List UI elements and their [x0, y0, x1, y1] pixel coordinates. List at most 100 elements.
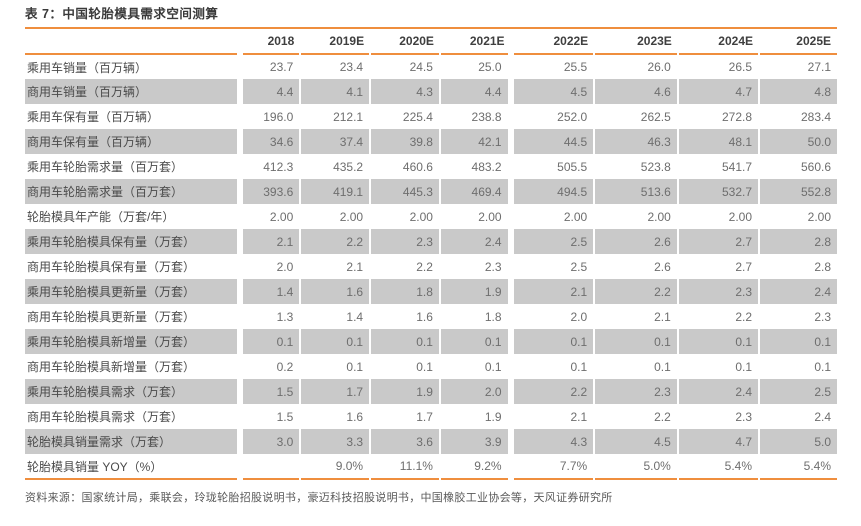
table-cell: 2.2	[676, 304, 759, 329]
table-cell: 2.4	[758, 404, 837, 429]
table-cell: 24.5	[369, 54, 440, 79]
column-header-2018: 2018	[267, 34, 295, 48]
table-row: 乘用车轮胎需求量（百万套） 412.3 435.2 460.6 483.2 505.5 52…	[25, 154, 837, 179]
table-cell: 2.0	[438, 379, 511, 404]
table-cell: 25.5	[507, 54, 595, 79]
table-cell: 1.7	[299, 379, 371, 404]
table-cell: 2.1	[593, 304, 678, 329]
row-label: 商用车保有量（百万辆）	[27, 135, 160, 149]
table-cell: 39.8	[369, 129, 440, 154]
table-cell: 46.3	[593, 129, 678, 154]
table-cell: 494.5	[507, 179, 595, 204]
row-label: 乘用车轮胎需求量（百万套）	[27, 160, 184, 174]
table-cell: 1.5	[237, 404, 301, 429]
table-cell: 2.00	[438, 204, 511, 229]
table-cell: 272.8	[676, 104, 759, 129]
table-cell: 26.5	[676, 54, 759, 79]
table-cell: 283.4	[758, 104, 837, 129]
table-cell: 2.00	[369, 204, 440, 229]
row-label: 乘用车销量（百万辆）	[27, 60, 148, 75]
table-cell: 0.1	[299, 354, 371, 379]
row-label: 商用车轮胎模具新增量（万套）	[27, 360, 196, 374]
table-cell: 445.3	[369, 179, 440, 204]
column-header-2020e: 2020E	[399, 34, 434, 48]
table-cell: 2.5	[507, 229, 595, 254]
table-cell: 3.0	[237, 429, 301, 454]
row-label: 乘用车轮胎模具更新量（万套）	[27, 285, 196, 299]
table-cell: 2.1	[507, 404, 595, 429]
table-cell: 0.1	[758, 354, 837, 379]
table-cell: 23.7	[237, 54, 301, 79]
table-cell: 2.00	[237, 204, 301, 229]
table-cell: 505.5	[507, 154, 595, 179]
table-cell: 1.3	[237, 304, 301, 329]
table-cell: 532.7	[676, 179, 759, 204]
table-cell: 26.0	[593, 54, 678, 79]
column-header-2019e: 2019E	[329, 34, 365, 48]
table-cell: 393.6	[237, 179, 301, 204]
table-row: 商用车轮胎模具新增量（万套） 0.2 0.1 0.1 0.1 0.1 0.1 0.1 0.1	[25, 354, 837, 379]
table-cell: 4.3	[507, 429, 595, 454]
table-row: 乘用车轮胎模具新增量（万套） 0.1 0.1 0.1 0.1 0.1 0.1 0.1 0.1	[25, 329, 837, 354]
table-row: 乘用车轮胎模具需求（万套） 1.5 1.7 1.9 2.0 2.2 2.3 2.4 2.5	[25, 379, 837, 404]
table-cell: 212.1	[299, 104, 371, 129]
table-cell: 3.9	[438, 429, 511, 454]
table-cell: 2.3	[758, 304, 837, 329]
tire-mold-demand-table: 2018 2019E 2020E 2021E 2022E 2023E 2024E 2025E …	[25, 27, 837, 480]
table-cell: 2.7	[676, 254, 759, 279]
table-cell: 4.4	[237, 79, 301, 104]
table-cell: 0.1	[676, 354, 759, 379]
header-label-spacer	[25, 28, 240, 54]
table-row: 商用车轮胎模具需求（万套） 1.5 1.6 1.7 1.9 2.1 2.2 2.3 2.4	[25, 404, 837, 429]
table-cell: 2.6	[593, 229, 678, 254]
table-cell: 4.6	[593, 79, 678, 104]
table-cell: 2.4	[438, 229, 511, 254]
table-cell: 2.00	[299, 204, 371, 229]
table-cell: 34.6	[237, 129, 301, 154]
table-row: 商用车轮胎需求量（百万套） 393.6 419.1 445.3 469.4 494.5 51…	[25, 179, 837, 204]
table-cell: 252.0	[507, 104, 595, 129]
header-row: 2018 2019E 2020E 2021E 2022E 2023E 2024E 2025E	[25, 28, 837, 54]
table-cell: 4.1	[299, 79, 371, 104]
table-cell: 1.6	[369, 304, 440, 329]
table-cell: 0.1	[507, 354, 595, 379]
table-cell: 523.8	[593, 154, 678, 179]
table-cell: 0.2	[237, 354, 301, 379]
table-cell: 2.5	[507, 254, 595, 279]
table-cell: 2.1	[507, 279, 595, 304]
table-cell: 4.7	[676, 429, 759, 454]
column-header-2023e: 2023E	[637, 34, 672, 48]
table-row: 乘用车保有量（百万辆） 196.0 212.1 225.4 238.8 252.0 262.…	[25, 104, 837, 129]
row-label: 商用车轮胎需求量（百万套）	[27, 185, 184, 199]
table-cell: 25.0	[438, 54, 511, 79]
table-cell: 2.0	[237, 254, 301, 279]
table-cell: 225.4	[369, 104, 440, 129]
table-cell: 2.8	[758, 254, 837, 279]
table-cell: 9.0%	[299, 454, 371, 479]
table-cell: 2.0	[507, 304, 595, 329]
row-label: 轮胎模具年产能（万套/年）	[27, 210, 175, 224]
table-cell: 0.1	[593, 354, 678, 379]
table-cell: 7.7%	[507, 454, 595, 479]
table-cell: 3.6	[369, 429, 440, 454]
table-cell: 1.6	[299, 404, 371, 429]
table-cell: 2.6	[593, 254, 678, 279]
table-cell: 48.1	[676, 129, 759, 154]
table-cell: 0.1	[507, 329, 595, 354]
table-body: 乘用车销量（百万辆） 23.7 23.4 24.5 25.0 25.5 26.0 26.5 27…	[25, 54, 837, 479]
table-cell: 2.3	[438, 254, 511, 279]
column-header-2021e: 2021E	[469, 34, 505, 48]
table-cell: 4.4	[438, 79, 511, 104]
table-cell: 1.6	[299, 279, 371, 304]
table-cell: 238.8	[438, 104, 511, 129]
table-row: 轮胎模具年产能（万套/年） 2.00 2.00 2.00 2.00 2.00 2.00 2.0…	[25, 204, 837, 229]
table-cell: 50.0	[758, 129, 837, 154]
table-cell: 2.4	[676, 379, 759, 404]
table-cell: 0.1	[299, 329, 371, 354]
column-header-2022e: 2022E	[553, 34, 589, 48]
table-cell: 0.1	[369, 329, 440, 354]
table-cell: 560.6	[758, 154, 837, 179]
table-cell: 2.1	[299, 254, 371, 279]
table-cell: 4.7	[676, 79, 759, 104]
